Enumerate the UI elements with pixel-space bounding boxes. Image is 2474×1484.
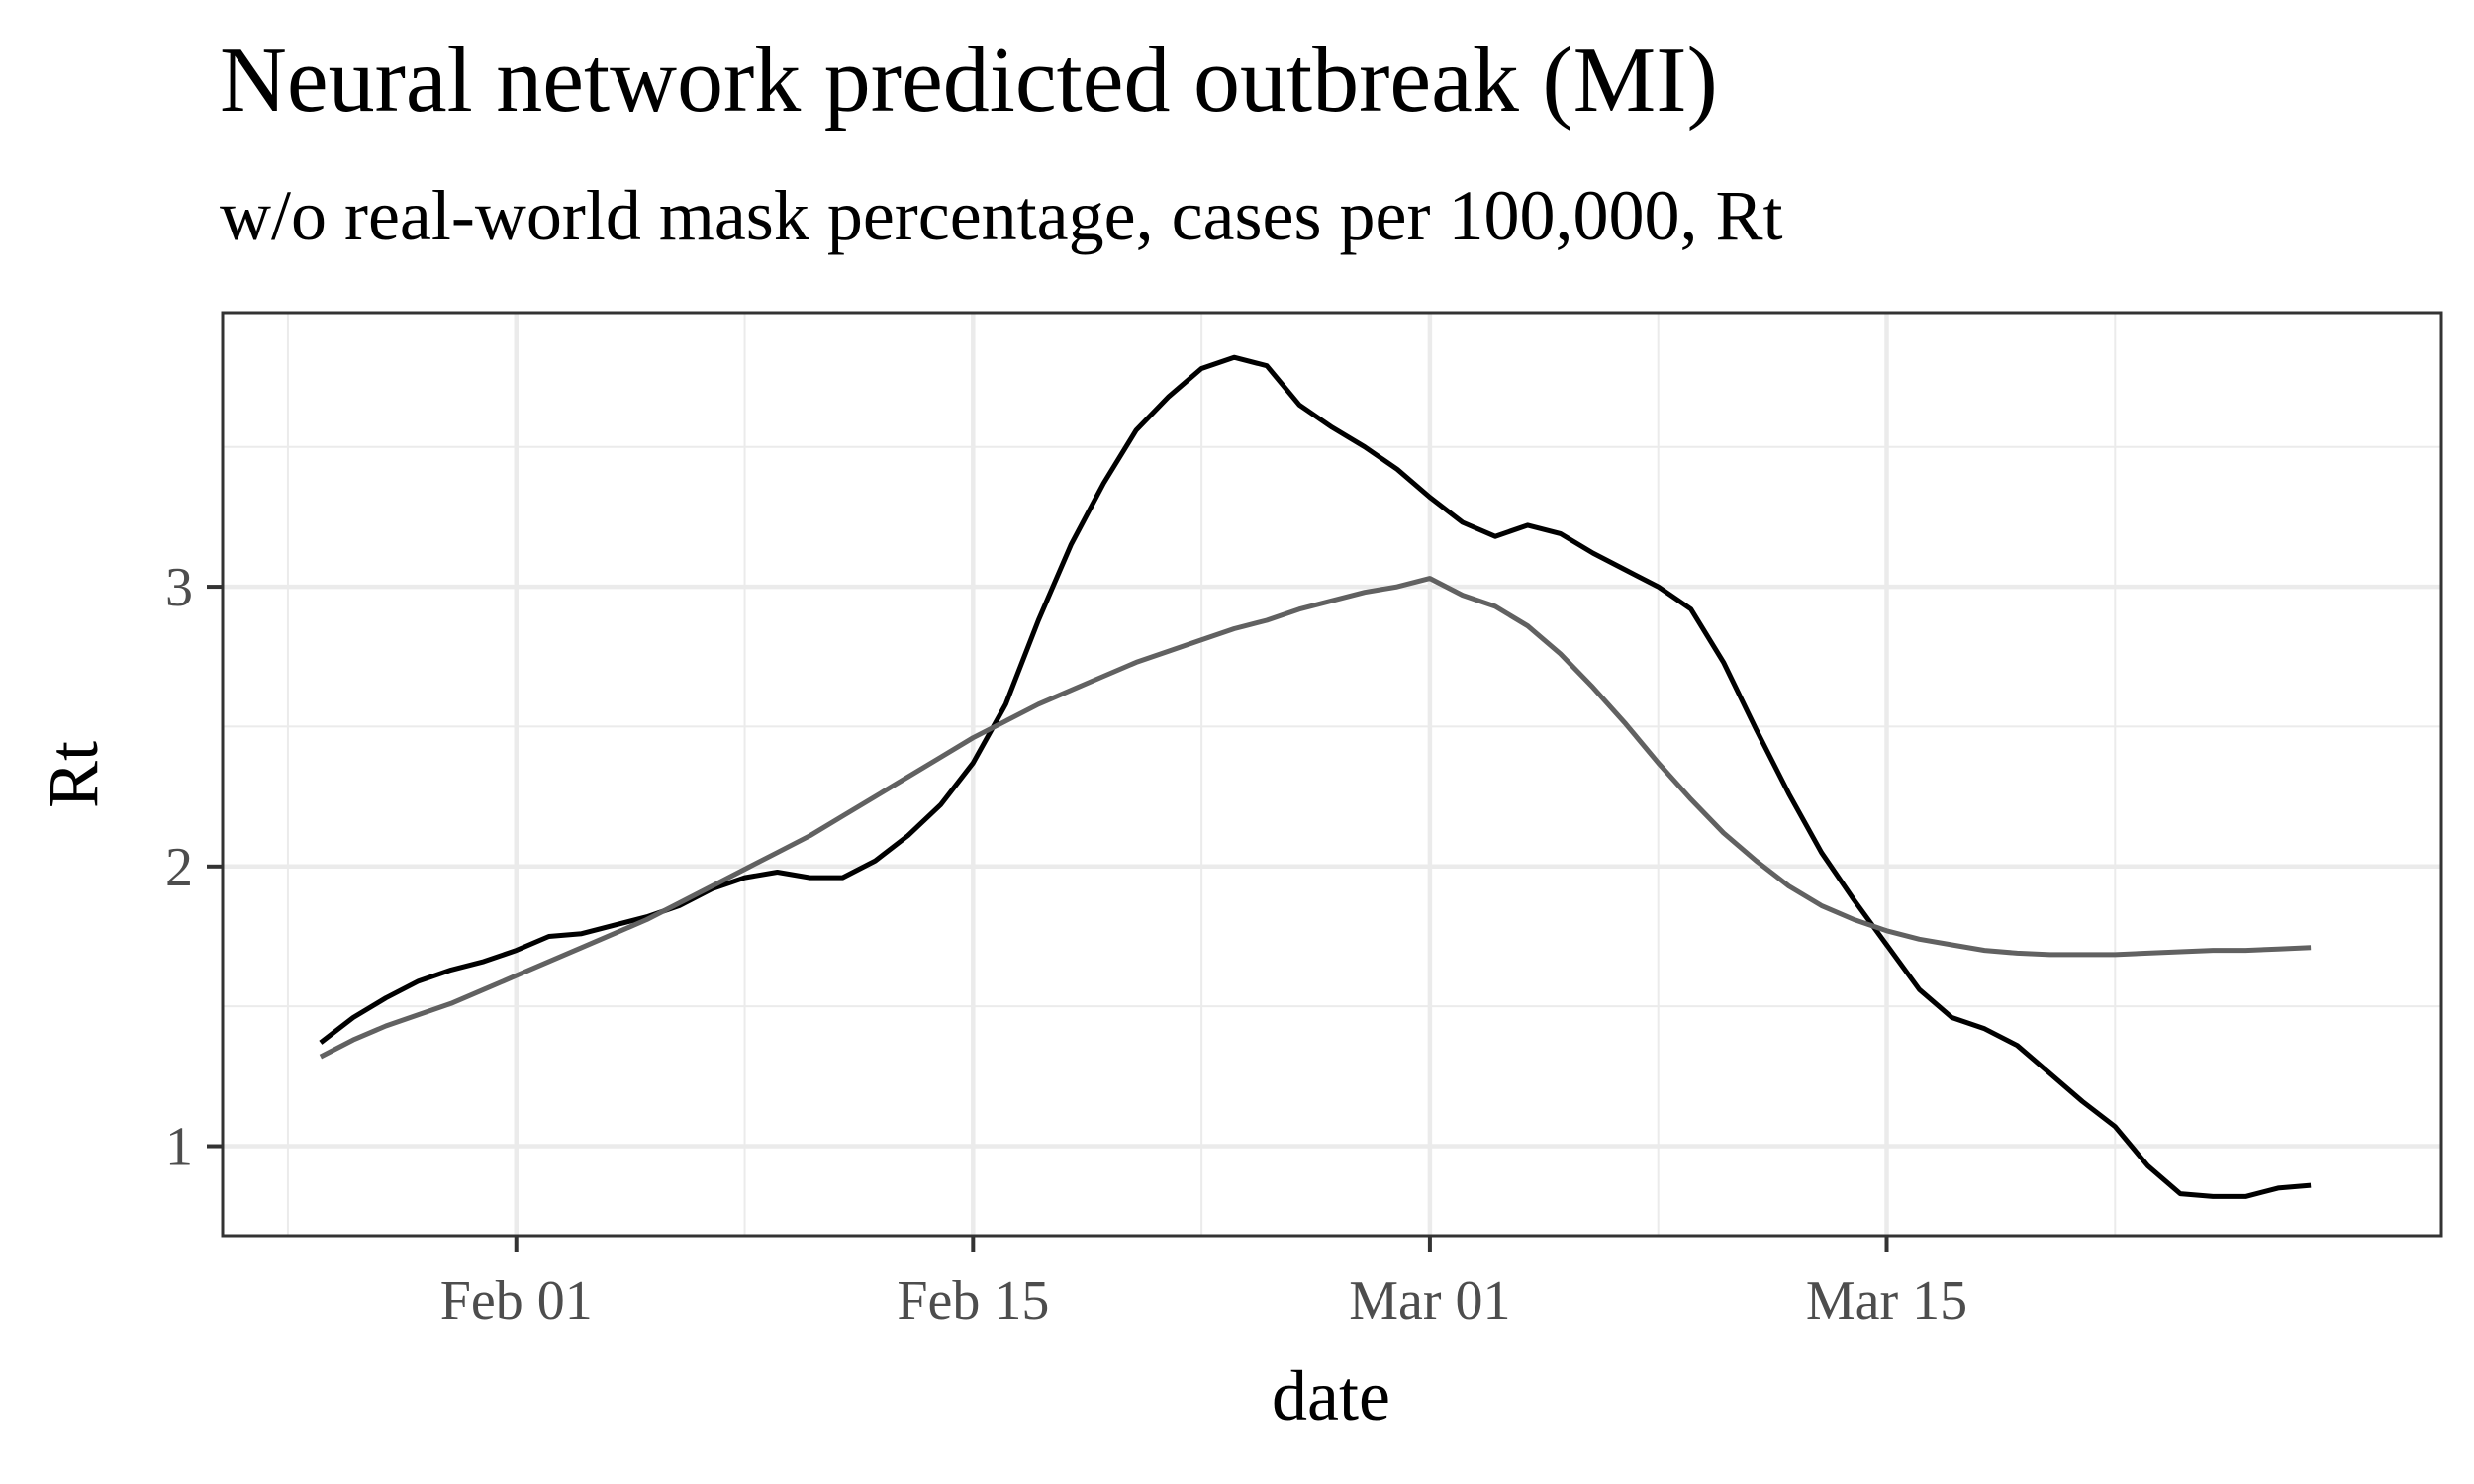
x-axis: Feb 01 Feb 15 Mar 01 Mar 15: [440, 1236, 1967, 1332]
series-line-2: [319, 576, 2312, 1060]
grid-major: [223, 313, 2441, 1236]
y-axis: 1 2 3: [165, 557, 223, 1178]
chart-subtitle: w/o real-world mask percentage, cases pe…: [220, 176, 1782, 255]
y-tick-label: 2: [165, 837, 193, 898]
x-tick-label: Feb 01: [440, 1270, 593, 1332]
x-tick-label: Mar 15: [1806, 1270, 1967, 1332]
x-tick-label: Mar 01: [1349, 1270, 1510, 1332]
grid-minor: [223, 313, 2441, 1236]
x-axis-title: date: [1272, 1356, 1390, 1436]
x-tick-label: Feb 15: [897, 1270, 1049, 1332]
series-layer: [319, 354, 2312, 1199]
panel-border: [221, 311, 2443, 1238]
series-line-1: [319, 354, 2312, 1199]
y-tick-label: 1: [165, 1117, 193, 1178]
chart-title: Neural network predicted outbreak (MI): [220, 29, 1718, 132]
y-tick-label: 3: [165, 557, 193, 618]
y-axis-title: Rt: [34, 741, 113, 808]
